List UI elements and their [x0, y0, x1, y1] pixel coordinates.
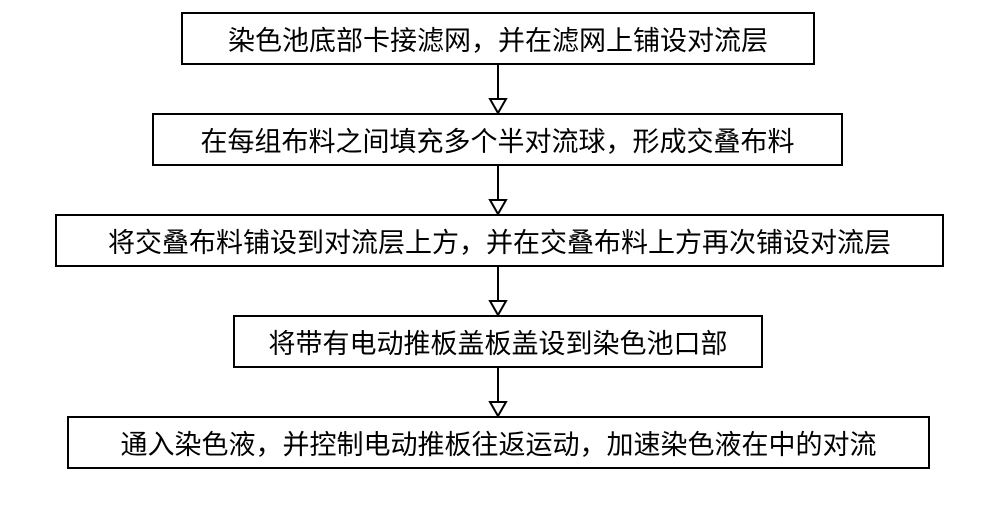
flowchart-arrow	[488, 166, 508, 214]
flowchart-node: 将带有电动推板盖板盖设到染色池口部	[233, 315, 763, 368]
flowchart-node: 染色池底部卡接滤网，并在滤网上铺设对流层	[181, 12, 815, 65]
flowchart-arrow	[488, 267, 508, 315]
node-label: 通入染色液，并控制电动推板往返运动，加速染色液在中的对流	[121, 423, 877, 462]
node-label: 将交叠布料铺设到对流层上方，并在交叠布料上方再次铺设对流层	[108, 221, 891, 260]
node-label: 在每组布料之间填充多个半对流球，形成交叠布料	[201, 120, 795, 159]
flowchart-arrow	[488, 368, 508, 416]
flowchart-node: 将交叠布料铺设到对流层上方，并在交叠布料上方再次铺设对流层	[55, 214, 944, 267]
flowchart-canvas: 染色池底部卡接滤网，并在滤网上铺设对流层 在每组布料之间填充多个半对流球，形成交…	[0, 0, 1000, 519]
flowchart-arrow	[488, 65, 508, 113]
node-label: 染色池底部卡接滤网，并在滤网上铺设对流层	[228, 19, 768, 58]
flowchart-node: 在每组布料之间填充多个半对流球，形成交叠布料	[152, 113, 843, 166]
flowchart-node: 通入染色液，并控制电动推板往返运动，加速染色液在中的对流	[67, 416, 930, 469]
node-label: 将带有电动推板盖板盖设到染色池口部	[269, 322, 728, 361]
